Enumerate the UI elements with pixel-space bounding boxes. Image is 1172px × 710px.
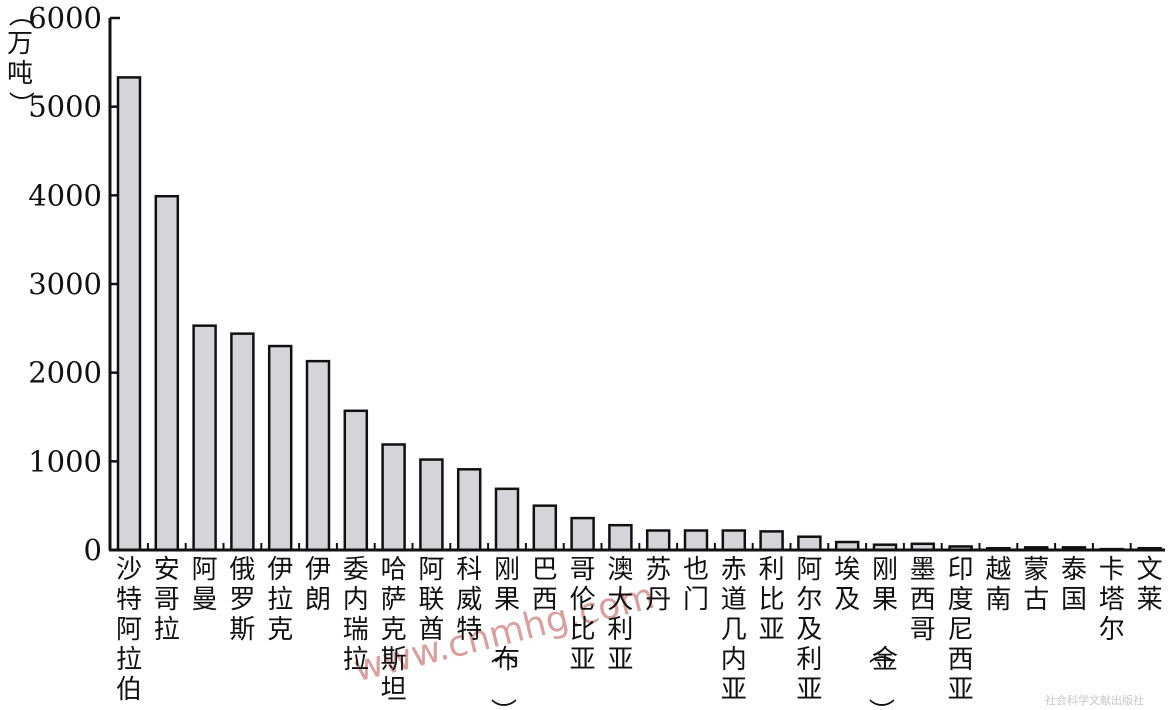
category-label: 科威特 xyxy=(456,555,482,645)
bar xyxy=(343,409,369,552)
bar xyxy=(645,529,671,552)
y-tick-label: 4000 xyxy=(28,178,102,212)
category-label: 刚果（金） xyxy=(865,555,898,710)
category-label: 哥伦比亚 xyxy=(570,555,596,675)
category-label: 越南 xyxy=(985,555,1011,615)
y-tick-label: 3000 xyxy=(28,267,102,301)
bar xyxy=(683,529,709,552)
bar xyxy=(494,487,520,552)
category-label: 刚果（布） xyxy=(487,555,520,710)
y-tick-label: 0 xyxy=(84,533,102,567)
category-label: 伊朗 xyxy=(305,555,331,615)
category-label: 沙特阿拉伯 xyxy=(116,555,142,705)
category-label: 埃及 xyxy=(834,555,860,615)
bar xyxy=(230,332,255,552)
category-label: 泰国 xyxy=(1061,555,1087,615)
category-label: 俄罗斯 xyxy=(229,555,255,645)
bar xyxy=(381,443,406,552)
bar xyxy=(608,523,633,552)
y-axis-label-char: ） xyxy=(5,91,35,117)
bar xyxy=(192,324,217,552)
category-label: 墨西哥 xyxy=(910,555,936,645)
category-label: 也门 xyxy=(683,555,709,615)
bar xyxy=(759,530,784,552)
y-tick-label: 6000 xyxy=(28,1,102,35)
category-label: 阿尔及利亚 xyxy=(796,555,822,705)
bar xyxy=(116,76,142,552)
y-axis-label-char: 吨 xyxy=(7,59,33,89)
category-label: 卡塔尔 xyxy=(1099,555,1125,645)
category-label: 赤道几内亚 xyxy=(721,555,747,705)
bar xyxy=(419,458,444,552)
y-tick-label: 1000 xyxy=(28,444,102,478)
category-label: 文莱 xyxy=(1137,555,1163,615)
bar xyxy=(721,529,747,552)
category-label: 伊拉克 xyxy=(267,555,293,645)
y-tick-label: 2000 xyxy=(28,356,102,390)
bar xyxy=(305,359,331,552)
category-label: 哈萨克斯坦 xyxy=(381,555,407,705)
category-label: 蒙古 xyxy=(1023,555,1049,615)
category-label: 阿联酋 xyxy=(418,555,444,645)
y-axis-ticks: 0 1000 2000 3000 4000 5000 6000 xyxy=(28,1,120,567)
category-label: 巴西 xyxy=(532,555,558,615)
bars xyxy=(116,76,1162,552)
category-label: 苏丹 xyxy=(645,555,671,615)
category-label: 委内瑞拉 xyxy=(343,555,369,675)
category-label: 澳大利亚 xyxy=(607,555,633,675)
bar xyxy=(154,194,180,552)
bar xyxy=(456,468,482,552)
category-label: 安哥拉 xyxy=(154,555,180,645)
bar xyxy=(267,344,293,552)
publisher-watermark: 社会科学文献出版社 xyxy=(1045,693,1144,707)
category-label: 利比亚 xyxy=(759,555,785,645)
category-label: 印度尼西亚 xyxy=(948,555,974,705)
bar xyxy=(797,535,822,552)
y-axis-label-char: 万 xyxy=(7,29,33,59)
y-tick-label: 5000 xyxy=(28,90,102,124)
bar xyxy=(532,504,558,552)
category-label: 阿曼 xyxy=(192,555,218,615)
y-axis-label: （万吨） xyxy=(5,1,35,117)
y-axis-label-char: （ xyxy=(5,1,35,27)
bar xyxy=(570,516,595,552)
